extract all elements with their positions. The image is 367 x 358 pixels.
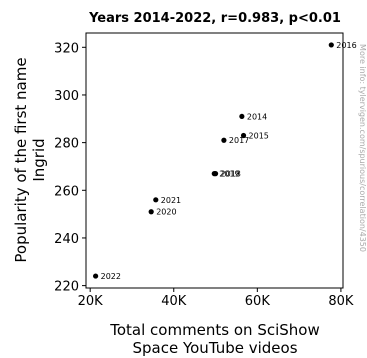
data-point: [148, 209, 154, 215]
data-point-label: 2020: [156, 208, 176, 217]
data-point-label: 2022: [101, 272, 121, 281]
data-point-label: 2014: [247, 112, 267, 121]
data-point-label: 2016: [336, 41, 356, 50]
y-tick-label: 240: [54, 232, 79, 247]
data-point-label: 2019: [219, 170, 239, 179]
data-point: [93, 273, 99, 279]
y-tick-label: 220: [54, 280, 79, 295]
plot-area: [85, 32, 344, 289]
data-point: [221, 137, 227, 143]
data-point-label: 2021: [161, 196, 181, 205]
data-point: [239, 113, 245, 120]
x-axis-ticks: 20K 40K 60K 80K: [78, 288, 354, 309]
data-point-label: 2018: [221, 170, 241, 179]
data-point: [328, 42, 334, 48]
x-tick-label: 40K: [161, 294, 187, 309]
x-tick-label: 80K: [328, 294, 354, 309]
chart-title: Years 2014-2022, r=0.983, p<0.01: [88, 11, 341, 26]
data-point-label: 2017: [229, 136, 249, 145]
y-axis-label-line-2: Ingrid: [30, 138, 48, 181]
y-tick-label: 320: [54, 41, 79, 56]
y-axis-ticks: 220 240 260 280 300 320: [54, 41, 86, 295]
x-tick-label: 20K: [78, 294, 104, 309]
data-point: [211, 171, 217, 177]
y-tick-label: 300: [54, 89, 79, 104]
x-tick-label: 60K: [245, 294, 271, 309]
x-axis-label-line-1: Total comments on SciShow: [109, 321, 320, 339]
data-point: [240, 132, 247, 139]
data-point-label: 2015: [249, 131, 269, 140]
watermark-text: More info: tylervigen.com/spurious/corre…: [358, 44, 367, 252]
y-tick-label: 280: [54, 137, 79, 152]
data-point: [153, 197, 159, 203]
y-tick-label: 260: [54, 184, 79, 199]
y-axis-label-line-1: Popularity of the first name: [12, 57, 30, 262]
x-axis-label-line-2: Space YouTube videos: [132, 339, 297, 357]
